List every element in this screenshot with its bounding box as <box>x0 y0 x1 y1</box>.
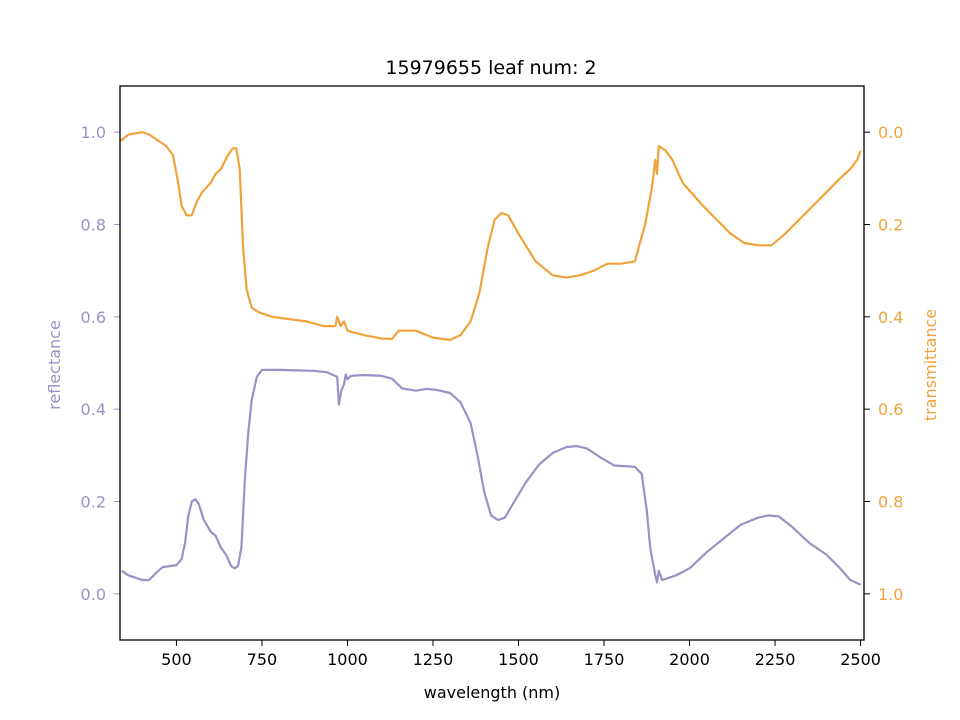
left-y-tick-label: 0.8 <box>81 216 106 235</box>
right-y-tick-label: 0.4 <box>878 308 903 327</box>
plot-frame <box>119 85 865 641</box>
right-y-tick-label: 1.0 <box>878 585 903 604</box>
right-axis-label: transmittance <box>921 309 940 421</box>
left-y-tick-label: 1.0 <box>81 123 106 142</box>
x-tick-label: 2500 <box>840 650 881 669</box>
x-tick-label: 1750 <box>584 650 625 669</box>
right-y-tick-label: 0.8 <box>878 493 903 512</box>
x-tick-label: 1500 <box>498 650 539 669</box>
transmittance-line <box>119 131 862 341</box>
right-y-tick-label: 0.6 <box>878 400 903 419</box>
x-tick-label: 500 <box>161 650 192 669</box>
x-tick-label: 1250 <box>413 650 454 669</box>
left-axis-label: reflectance <box>45 320 64 410</box>
right-y-tick-label: 0.0 <box>878 123 903 142</box>
x-tick-label: 1000 <box>327 650 368 669</box>
left-y-tick-label: 0.2 <box>81 493 106 512</box>
x-tick-label: 750 <box>247 650 278 669</box>
left-y-tick-label: 0.4 <box>81 400 106 419</box>
reflectance-line <box>121 368 862 586</box>
left-y-tick-label: 0.6 <box>81 308 106 327</box>
x-axis-label: wavelength (nm) <box>424 683 561 702</box>
series-layer <box>119 131 862 586</box>
axes-layer: 500 750 1000 1250 1500 1750 2000 2250 2500 0.0 0.2… <box>81 123 904 669</box>
right-y-tick-label: 0.2 <box>878 216 903 235</box>
left-y-tick-label: 0.0 <box>81 585 106 604</box>
chart-title: 15979655 leaf num: 2 <box>385 57 596 79</box>
x-tick-label: 2250 <box>755 650 796 669</box>
x-tick-label: 2000 <box>669 650 710 669</box>
